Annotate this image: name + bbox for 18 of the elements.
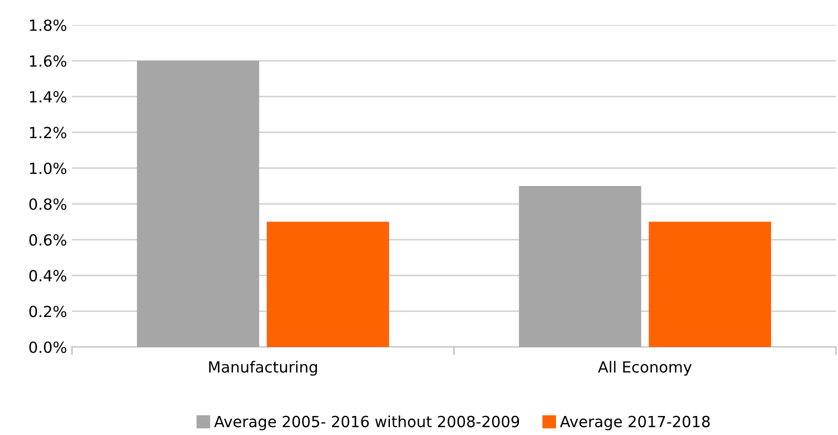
y-tick-label: 0.2% (29, 306, 66, 318)
legend-label: Average 2005- 2016 without 2008-2009 (214, 415, 520, 430)
bar (136, 60, 260, 347)
x-tick-label: All Economy (598, 360, 692, 376)
y-tick-label: 1.2% (30, 126, 66, 138)
y-tick-label: 1.6% (30, 55, 66, 67)
y-tick-label: 0.6% (29, 234, 66, 246)
y-tick-label: 0.4% (29, 270, 66, 282)
x-tick-label: Manufacturing (209, 360, 317, 376)
legend-label: Average 2017-2018 (560, 416, 710, 430)
bar (518, 186, 642, 347)
y-tick-label: 0.0% (29, 341, 66, 354)
y-tick-label: 1.8% (30, 19, 66, 32)
y-tick-label: 1.0% (30, 162, 66, 174)
y-tick-label: 0.8% (29, 198, 66, 210)
bar (266, 222, 390, 347)
bar (648, 222, 772, 347)
y-tick-label: 1.4% (30, 91, 66, 103)
